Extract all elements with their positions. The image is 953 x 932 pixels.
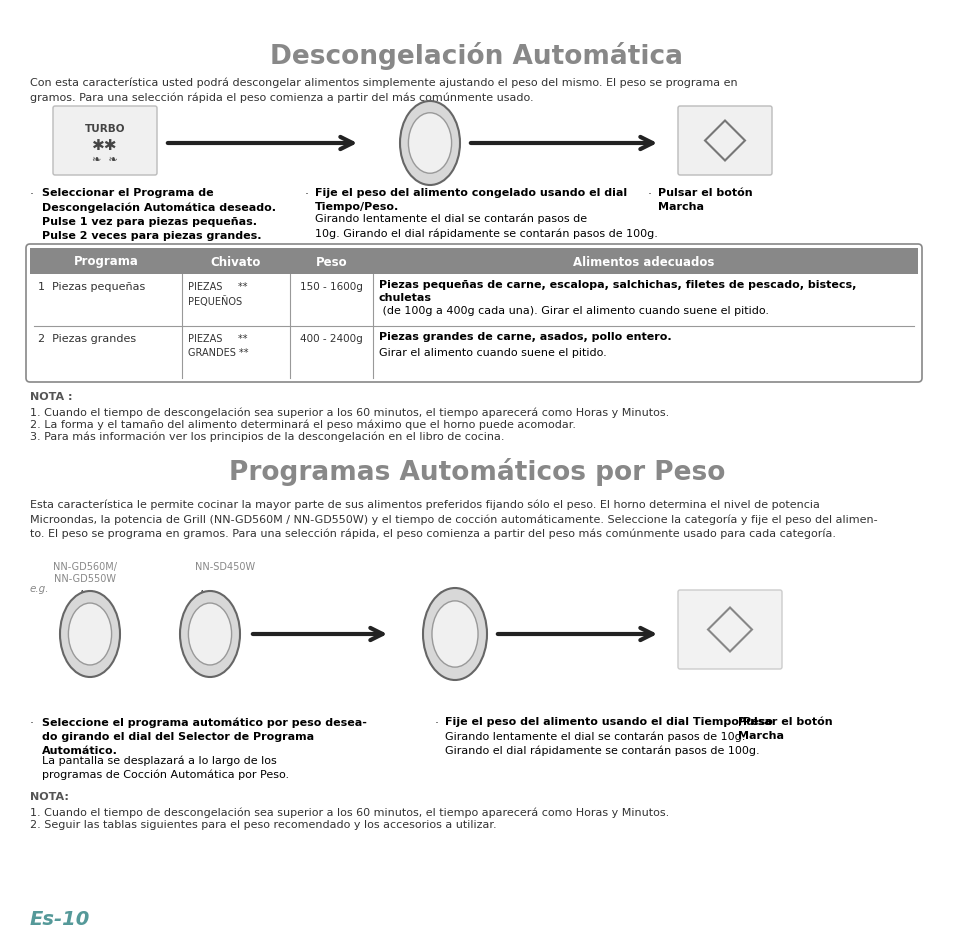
Text: Fije el peso del alimento usando el dial Tiempo/Peso: Fije el peso del alimento usando el dial…	[444, 717, 772, 727]
Text: 2. La forma y el tamaño del alimento determinará el peso máximo que el horno pue: 2. La forma y el tamaño del alimento det…	[30, 420, 576, 431]
Text: 1. Cuando el tiempo de descongelación sea superior a los 60 minutos, el tiempo a: 1. Cuando el tiempo de descongelación se…	[30, 408, 669, 418]
Text: 1  Piezas pequeñas: 1 Piezas pequeñas	[38, 282, 145, 292]
Ellipse shape	[188, 603, 232, 665]
Text: Descongelación Automática: Descongelación Automática	[271, 42, 682, 70]
Text: Programa: Programa	[73, 255, 138, 268]
Text: ✱✱: ✱✱	[92, 138, 117, 153]
Text: La pantalla se desplazará a lo largo de los
programas de Cocción Automática por : La pantalla se desplazará a lo largo de …	[42, 755, 289, 780]
Text: 1. Cuando el tiempo de descongelación sea superior a los 60 minutos, el tiempo a: 1. Cuando el tiempo de descongelación se…	[30, 808, 669, 818]
Text: NOTA:: NOTA:	[30, 792, 69, 802]
Text: e.g.: e.g.	[30, 584, 50, 594]
Text: Peso: Peso	[315, 255, 347, 268]
Text: Chivato: Chivato	[211, 255, 261, 268]
Ellipse shape	[69, 603, 112, 665]
Text: ·: ·	[435, 717, 438, 730]
Text: Seleccionar el Programa de
Descongelación Automática deseado.
Pulse 1 vez para p: Seleccionar el Programa de Descongelació…	[42, 188, 275, 240]
Text: Con esta característica usted podrá descongelar alimentos simplemente ajustando : Con esta característica usted podrá desc…	[30, 78, 737, 103]
Text: Es-10: Es-10	[30, 910, 91, 929]
Ellipse shape	[399, 101, 459, 185]
Text: ·: ·	[647, 188, 651, 201]
Text: 3. Para más información ver los principios de la descongelación en el libro de c: 3. Para más información ver los principi…	[30, 432, 504, 443]
Text: NN-SD450W: NN-SD450W	[194, 562, 254, 572]
FancyBboxPatch shape	[678, 590, 781, 669]
Text: 150 - 1600g: 150 - 1600g	[300, 282, 362, 292]
Text: NOTA :: NOTA :	[30, 392, 72, 402]
Text: Piezas grandes de carne, asados, pollo entero.: Piezas grandes de carne, asados, pollo e…	[378, 332, 671, 342]
Ellipse shape	[408, 113, 451, 173]
Text: PIEZAS     **: PIEZAS **	[188, 282, 247, 292]
Text: Seleccione el programa automático por peso desea-
do girando el dial del Selecto: Seleccione el programa automático por pe…	[42, 717, 367, 756]
FancyBboxPatch shape	[26, 244, 921, 382]
Text: 2. Seguir las tablas siguientes para el peso recomendado y los accesorios a util: 2. Seguir las tablas siguientes para el …	[30, 820, 497, 830]
Ellipse shape	[60, 591, 120, 677]
Text: Pulsar el botón
Marcha: Pulsar el botón Marcha	[658, 188, 752, 212]
Ellipse shape	[180, 591, 240, 677]
FancyBboxPatch shape	[678, 106, 771, 175]
Text: ❧  ❧: ❧ ❧	[92, 155, 118, 165]
Text: PEQUEÑOS: PEQUEÑOS	[188, 296, 242, 307]
Text: Auto: Auto	[198, 590, 221, 600]
Text: TURBO: TURBO	[85, 124, 125, 134]
Text: ·: ·	[305, 188, 309, 201]
Text: 🏷: 🏷	[86, 602, 93, 615]
Text: 🏷: 🏷	[206, 602, 213, 615]
Text: 400 - 2400g: 400 - 2400g	[300, 334, 362, 344]
FancyBboxPatch shape	[53, 106, 157, 175]
Text: ⊙ / ⏲₈: ⊙ / ⏲₈	[438, 589, 467, 599]
Text: PIEZAS     **: PIEZAS **	[188, 334, 247, 344]
Text: Girando lentamente el dial se contarán pasos de 10g.
Girando el dial rápidamente: Girando lentamente el dial se contarán p…	[444, 731, 759, 756]
Text: Pulsar el botón
Marcha: Pulsar el botón Marcha	[738, 717, 832, 741]
Text: Girar el alimento cuando suene el pitido.: Girar el alimento cuando suene el pitido…	[378, 348, 606, 358]
Text: NN-GD560M/
NN-GD550W: NN-GD560M/ NN-GD550W	[53, 562, 117, 584]
Text: Fije el peso del alimento congelado usando el dial
Tiempo/Peso.: Fije el peso del alimento congelado usan…	[314, 188, 626, 212]
Ellipse shape	[432, 601, 477, 667]
Text: ⊙ / ⏲₈: ⊙ / ⏲₈	[413, 105, 442, 115]
Text: Auto: Auto	[78, 590, 101, 600]
Text: Piezas pequeñas de carne, escalopa, salchichas, filetes de pescado, bistecs,
chu: Piezas pequeñas de carne, escalopa, salc…	[378, 280, 856, 303]
Text: ·: ·	[727, 717, 731, 730]
Text: 2  Piezas grandes: 2 Piezas grandes	[38, 334, 136, 344]
Ellipse shape	[422, 588, 486, 680]
Text: Girando lentamente el dial se contarán pasos de
10g. Girando el dial rápidamente: Girando lentamente el dial se contarán p…	[314, 214, 658, 240]
Text: (de 100g a 400g cada una). Girar el alimento cuando suene el pitido.: (de 100g a 400g cada una). Girar el alim…	[378, 306, 768, 316]
Text: Esta característica le permite cocinar la mayor parte de sus alimentos preferido: Esta característica le permite cocinar l…	[30, 500, 877, 539]
Text: ·: ·	[30, 188, 34, 201]
Text: Alimentos adecuados: Alimentos adecuados	[573, 255, 714, 268]
Text: ·: ·	[30, 717, 34, 730]
Text: GRANDES **: GRANDES **	[188, 348, 248, 358]
Bar	[30, 248, 917, 274]
Text: Programas Automáticos por Peso: Programas Automáticos por Peso	[229, 458, 724, 486]
